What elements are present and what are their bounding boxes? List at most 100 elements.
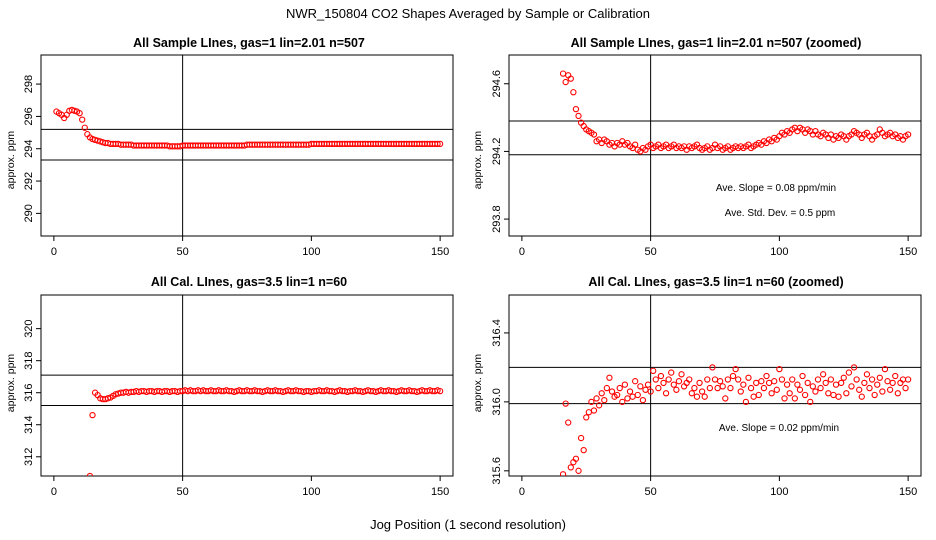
- data-point: [735, 376, 742, 383]
- data-point: [848, 383, 855, 390]
- data-point: [436, 387, 444, 395]
- y-tick-label: 294.6: [491, 70, 503, 98]
- data-point: [593, 395, 600, 402]
- data-point: [804, 379, 811, 387]
- data-point: [750, 393, 757, 400]
- data-point: [696, 379, 703, 387]
- data-point: [688, 390, 695, 397]
- data-point: [863, 371, 871, 378]
- y-tick-label: 293.8: [491, 205, 503, 233]
- data-point: [776, 365, 783, 373]
- data-point: [807, 398, 814, 406]
- data-point: [729, 372, 737, 380]
- data-point: [583, 414, 590, 421]
- y-axis-label: approx. ppm: [5, 131, 17, 190]
- panel-cal-lines-zoomed: All Cal. LInes, gas=3.5 lin=1 n=60 (zoom…: [472, 275, 922, 498]
- data-point: [655, 384, 662, 392]
- x-tick-label: 0: [51, 486, 57, 498]
- data-point: [585, 409, 592, 416]
- annotation-slope: Ave. Slope = 0.08 ppm/min: [716, 183, 836, 194]
- data-point: [686, 376, 693, 383]
- x-tick-label: 0: [519, 486, 525, 498]
- data-point: [662, 390, 670, 397]
- panel-title: All Sample LInes, gas=1 lin=2.01 n=507 (…: [571, 36, 862, 50]
- data-point: [876, 374, 883, 381]
- plot-area: 0 50 100 150 315.6 316.0 316.4: [491, 294, 922, 498]
- data-point: [904, 131, 912, 138]
- data-point: [753, 379, 760, 387]
- data-point: [665, 376, 672, 383]
- data-point: [559, 471, 567, 476]
- data-point: [894, 390, 901, 397]
- plot-area: 0 50 100 150 293.8 294.2 294.6: [491, 54, 922, 258]
- data-point: [783, 381, 791, 388]
- x-tick-label: 150: [899, 486, 917, 498]
- data-point: [709, 364, 716, 371]
- data-point: [562, 400, 569, 407]
- data-point: [598, 390, 605, 397]
- data-point: [745, 374, 752, 381]
- data-point: [727, 384, 734, 392]
- data-point: [89, 411, 96, 419]
- data-point: [850, 364, 858, 371]
- data-point: [755, 391, 762, 399]
- y-tick-label: 294.2: [491, 138, 503, 166]
- data-point: [614, 391, 621, 399]
- plot-frame: [508, 294, 922, 477]
- data-point: [861, 379, 868, 387]
- y-axis-label: approx. ppm: [472, 354, 484, 413]
- data-point: [737, 388, 744, 395]
- plot-frame: [508, 54, 922, 237]
- data-point: [639, 397, 647, 404]
- data-point: [892, 372, 899, 380]
- data-point: [881, 365, 889, 373]
- x-tick-label: 50: [177, 486, 189, 498]
- data-point: [637, 383, 644, 390]
- data-point: [606, 374, 613, 381]
- data-point: [773, 386, 780, 393]
- data-point: [902, 384, 909, 392]
- data-point: [668, 369, 675, 376]
- data-point: [86, 472, 94, 476]
- data-point: [822, 379, 829, 387]
- data-point: [853, 376, 860, 383]
- data-point: [771, 378, 778, 385]
- data-point: [601, 397, 608, 404]
- data-point: [572, 455, 580, 462]
- data-point: [647, 388, 654, 395]
- y-tick-label: 316.0: [491, 388, 503, 416]
- data-point: [616, 384, 623, 392]
- plot-area: 0 50 100 150 290 292 294 296 298: [23, 54, 454, 258]
- data-point: [871, 391, 878, 399]
- data-point: [801, 391, 809, 399]
- panel-sample-lines: All Sample LInes, gas=1 lin=2.01 n=507 a…: [5, 36, 454, 258]
- y-tick-label: 312: [23, 448, 35, 466]
- data-point: [760, 384, 768, 392]
- data-point: [590, 131, 598, 138]
- data-point: [845, 369, 853, 376]
- data-point: [711, 376, 719, 383]
- y-tick-label: 320: [23, 319, 35, 337]
- data-point: [575, 467, 582, 474]
- x-tick-label: 100: [770, 486, 788, 498]
- data-point: [786, 390, 793, 397]
- data-point: [825, 390, 832, 397]
- data-point: [603, 384, 610, 392]
- data-point: [722, 395, 729, 402]
- y-axis-label: approx. ppm: [5, 354, 17, 413]
- data-point: [840, 374, 847, 381]
- data-point: [660, 379, 667, 387]
- data-point: [650, 367, 657, 374]
- data-point: [608, 388, 616, 395]
- data-point: [670, 381, 677, 388]
- data-point: [79, 116, 86, 123]
- y-tick-label: 298: [23, 75, 35, 93]
- data-point: [719, 383, 726, 390]
- annotation-std-dev: Ave. Std. Dev. = 0.5 ppm: [725, 208, 836, 219]
- data-point: [724, 376, 732, 383]
- x-tick-label: 100: [770, 246, 788, 258]
- y-tick-label: 292: [23, 172, 35, 190]
- data-point: [675, 378, 683, 385]
- data-point: [742, 398, 750, 406]
